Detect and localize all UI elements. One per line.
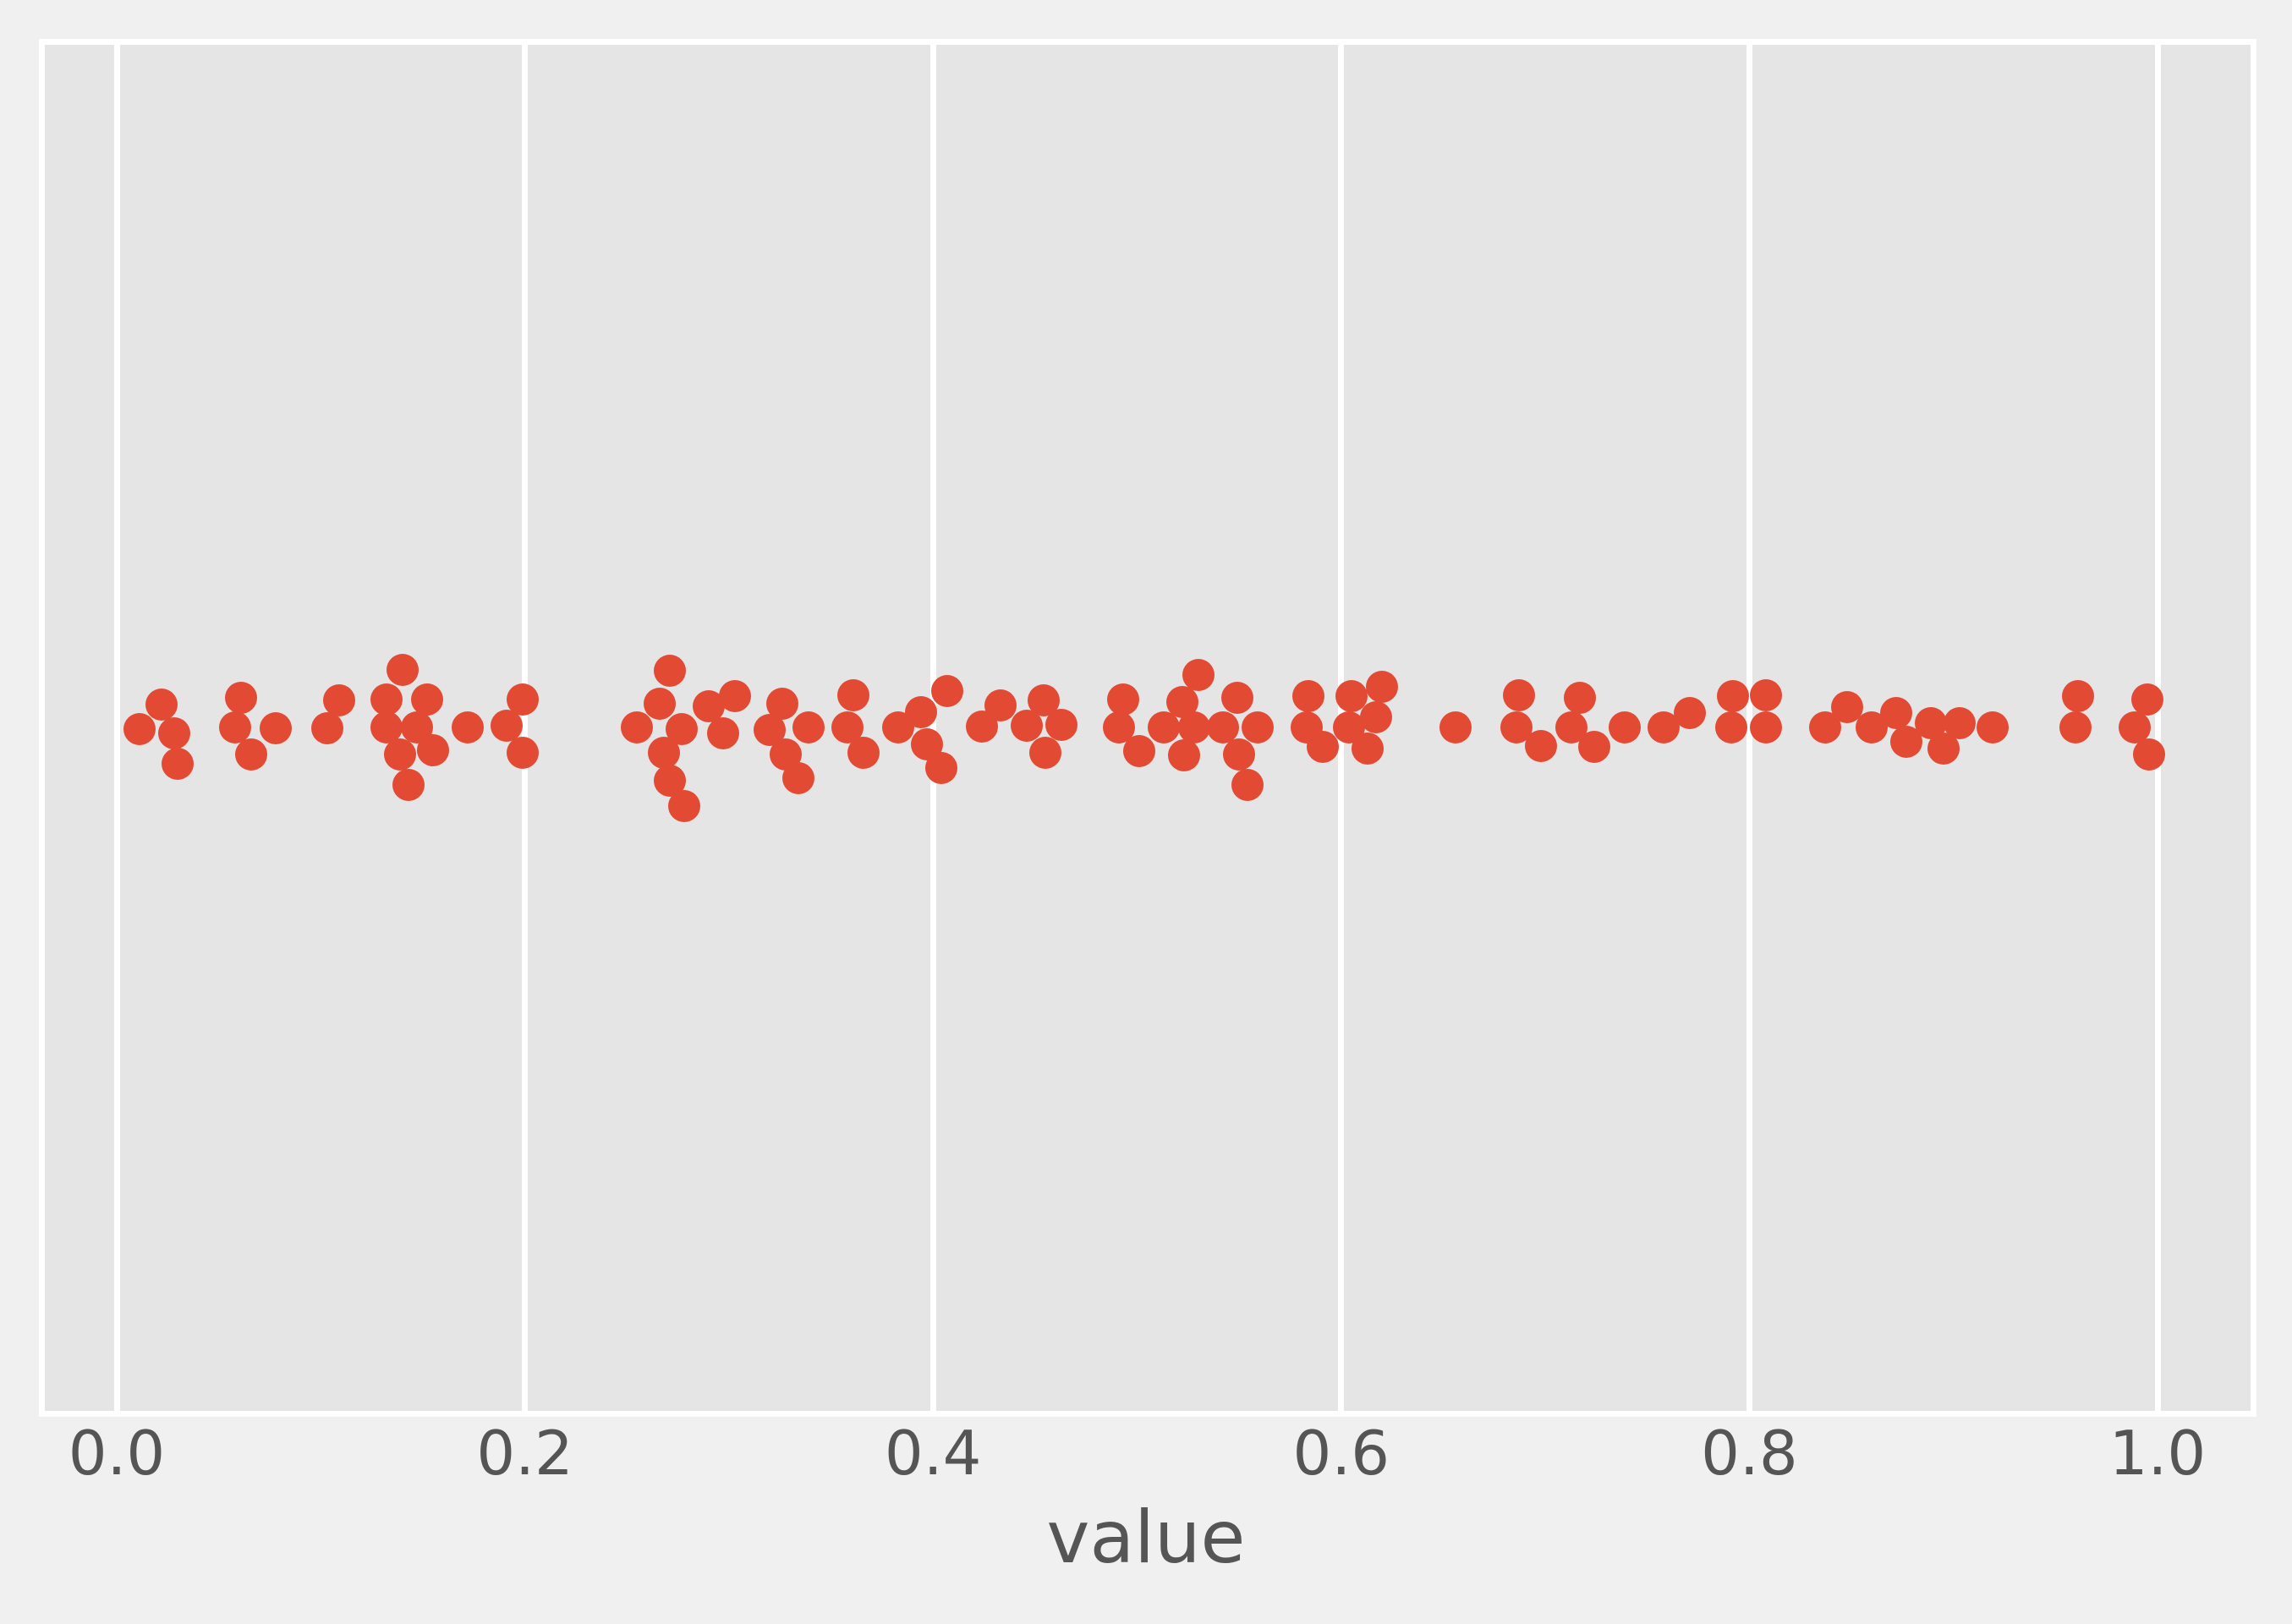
data-point [1976,711,2009,743]
data-point [1231,769,1264,801]
data-point [1674,697,1707,729]
data-point [2061,680,2094,712]
data-point [1307,731,1340,763]
data-point [370,683,403,716]
data-point [1241,711,1274,743]
data-point [1223,738,1256,771]
plot-panel [39,39,2256,1417]
data-point [1880,697,1913,729]
data-point [667,790,700,822]
data-point [507,737,540,769]
data-point [792,711,825,743]
data-point [310,712,343,744]
x-tick-label: 1.0 [2108,1418,2207,1489]
data-point [260,712,293,744]
data-point [1359,701,1392,733]
data-point [507,683,540,716]
x-axis-label: value [1046,1495,1246,1580]
data-point [1439,711,1472,743]
data-point [1749,711,1782,743]
data-point [765,688,798,720]
x-tick-label: 0.4 [884,1418,982,1489]
data-point [162,748,195,780]
x-gridline [1746,45,1752,1411]
data-point [2133,738,2166,771]
data-point [643,688,676,720]
data-point [904,696,937,728]
data-point [1502,679,1535,711]
data-point [847,737,880,769]
data-point [1714,711,1747,743]
data-point [490,710,523,742]
data-point [452,711,485,743]
data-point [323,684,356,716]
data-point [1147,711,1180,743]
data-point [1335,680,1368,712]
data-point [924,752,957,784]
data-point [410,683,443,716]
data-point [1045,709,1078,741]
data-point [145,689,178,721]
data-point [1182,659,1215,691]
data-point [1578,731,1610,763]
data-point [1366,671,1399,703]
data-point [1167,739,1200,771]
data-point [621,711,654,743]
data-point [235,738,268,771]
data-point [1206,711,1239,743]
data-point [1292,680,1325,712]
x-gridline [929,45,936,1411]
data-point [666,713,699,745]
data-point [386,654,419,686]
data-point [2059,711,2092,743]
data-point [392,769,425,801]
data-point [837,679,870,711]
data-point [1609,711,1642,743]
data-point [225,682,258,714]
data-point [384,738,417,771]
data-point [1943,707,1976,739]
data-point [2130,683,2163,716]
data-point [1028,737,1061,769]
data-point [781,762,814,794]
data-point [2119,711,2152,743]
x-tick-label: 0.8 [1701,1418,1798,1489]
data-point [1122,735,1155,767]
data-point [123,713,156,745]
data-point [1178,711,1211,743]
data-point [706,717,739,749]
data-point [719,680,752,712]
data-point [1220,682,1253,714]
data-point [931,675,964,707]
data-point [157,717,190,749]
data-point [1525,730,1558,762]
x-tick-label: 0.2 [476,1418,573,1489]
x-tick-label: 0.6 [1292,1418,1390,1489]
data-point [1749,679,1782,711]
data-point [653,655,686,687]
x-gridline [2154,45,2161,1411]
data-point [984,689,1017,721]
data-point [1352,732,1385,765]
data-point [218,711,251,743]
data-point [1564,682,1597,714]
x-gridline [113,45,120,1411]
x-gridline [522,45,529,1411]
data-point [1106,683,1139,716]
data-point [1717,680,1750,712]
data-point [370,711,403,743]
x-tick-label: 0.0 [68,1418,166,1489]
data-point [417,734,449,766]
